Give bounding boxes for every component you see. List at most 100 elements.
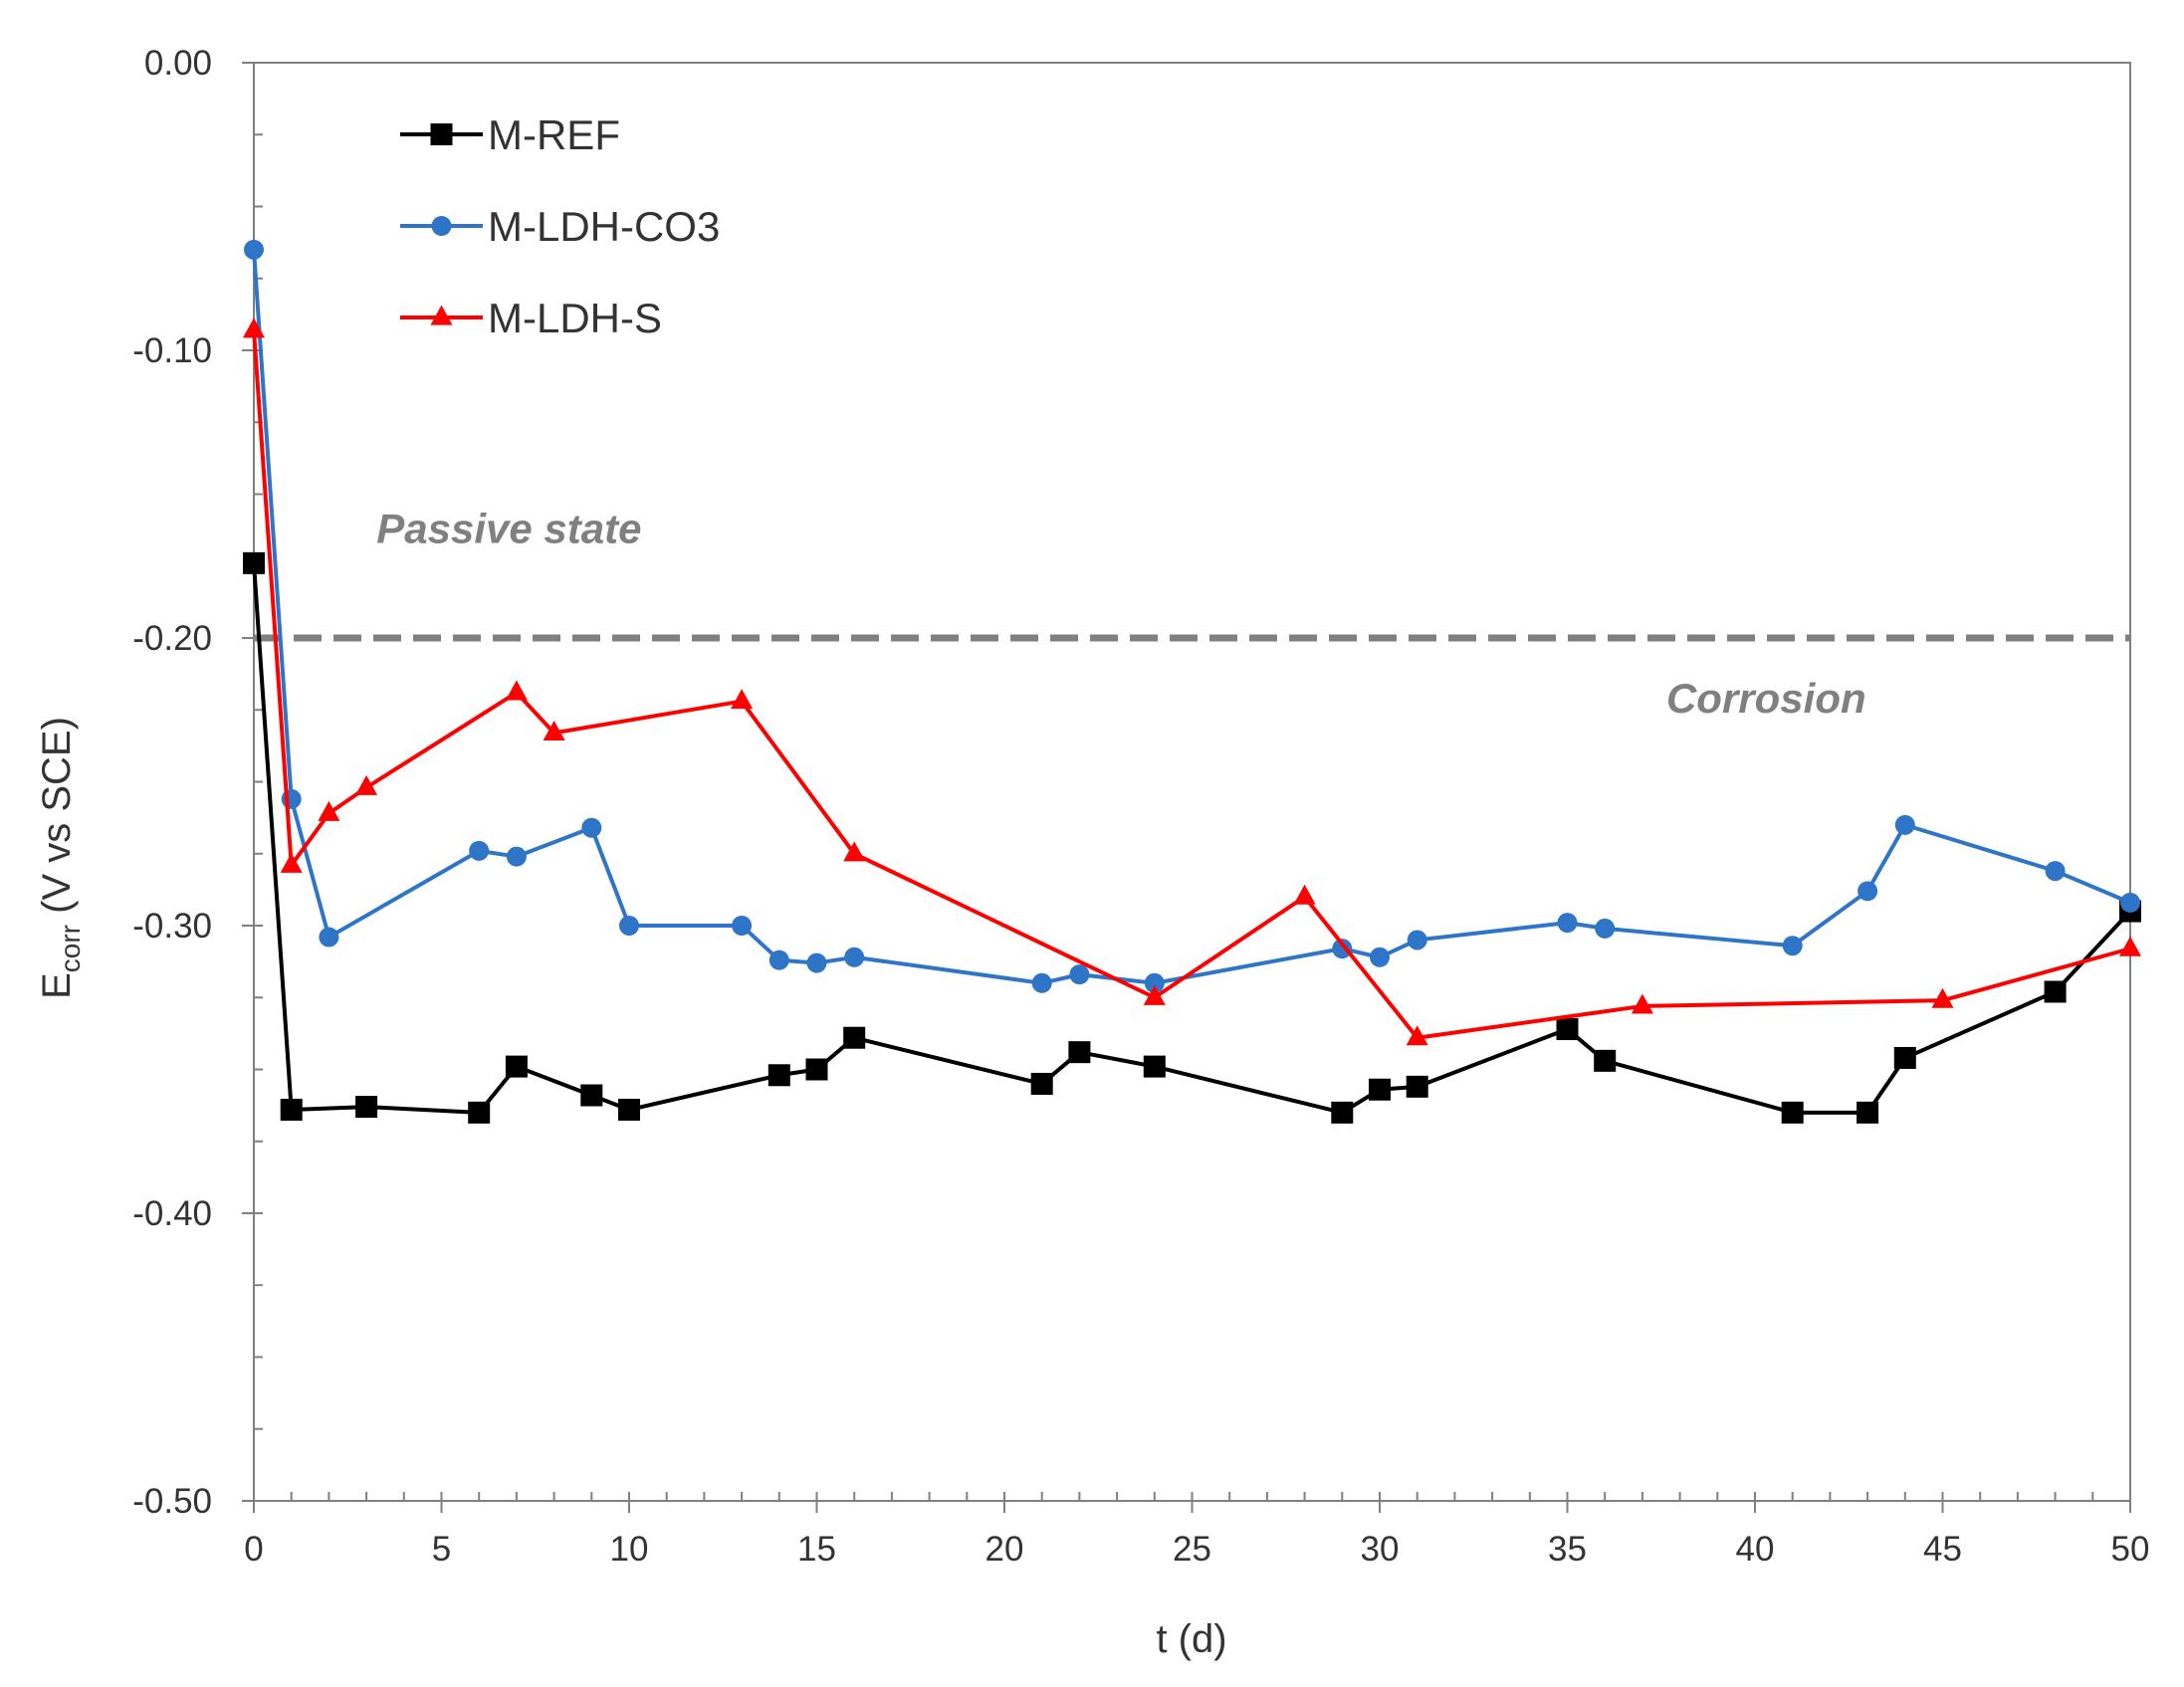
axes: 0 5 10 15 20 25 30 35 40 45 50 0.00 -0.10 -0.20 -0.30 -… [132,44,2149,1569]
data-point-m-ldh-co3 [1069,964,1090,985]
y-tick-label: 0.00 [144,44,212,83]
data-point-m-ref [1594,1049,1617,1072]
data-point-m-ref [1030,1072,1053,1095]
data-point-m-ref [1556,1018,1579,1041]
x-axis-title: t (d) [1156,1617,1226,1661]
x-tick-label: 15 [797,1530,836,1569]
data-point-m-ref [355,1096,378,1119]
data-point-m-ref [843,1026,866,1049]
legend-item-m-ldh-co3: M-LDH-CO3 [400,203,720,250]
x-tick-label: 50 [2111,1530,2150,1569]
data-point-m-ldh-co3 [244,239,264,260]
data-point-m-ldh-s [280,852,303,873]
series-m-ldh-s [243,317,2141,1046]
data-point-m-ldh-s [1931,987,1954,1008]
x-tick-label: 0 [244,1530,263,1569]
legend-marker [431,216,452,236]
data-point-m-ref [2044,980,2067,1003]
data-point-m-ref [767,1064,790,1087]
series-m-ref [243,551,2141,1124]
data-point-m-ref [580,1084,603,1107]
data-point-m-ldh-co3 [319,927,339,948]
data-point-m-ldh-co3 [844,947,865,967]
y-axis-title-units: (V vs SCE) [35,717,79,925]
x-tick-label: 20 [985,1530,1024,1569]
data-point-m-ldh-co3 [2045,861,2066,882]
data-point-m-ref [618,1098,640,1121]
annotation-passive-state: Passive state [376,506,641,552]
data-point-m-ldh-s [843,841,866,862]
data-point-m-ldh-co3 [581,817,602,838]
legend-item-m-ldh-s: M-LDH-S [400,295,662,341]
data-point-m-ldh-co3 [469,840,490,861]
data-point-m-ldh-co3 [732,916,753,936]
data-point-m-ldh-s [1143,984,1166,1005]
data-point-m-ref [243,551,265,574]
data-point-m-ldh-co3 [1332,939,1353,959]
data-point-m-ldh-s [505,680,528,701]
series-layer [243,239,2141,1124]
legend-marker [430,123,453,145]
x-tick-label: 5 [432,1530,451,1569]
legend-label: M-LDH-CO3 [488,203,720,250]
data-point-m-ldh-co3 [768,949,789,970]
data-point-m-ldh-co3 [1894,814,1915,835]
data-point-m-ldh-co3 [1031,972,1052,993]
y-tick-label: -0.50 [132,1482,212,1521]
y-tick-label: -0.40 [132,1194,212,1233]
data-point-m-ldh-co3 [1857,881,1878,902]
legend-marker [430,305,453,325]
x-tick-label: 35 [1548,1530,1587,1569]
data-point-m-ldh-co3 [1144,972,1165,993]
data-point-m-ldh-s [543,720,565,740]
legend-label: M-REF [488,111,620,158]
data-point-m-ldh-s [1631,993,1653,1014]
legend: M-REF M-LDH-CO3 M-LDH-S [400,111,720,341]
data-point-m-ref [805,1058,828,1081]
data-point-m-ldh-co3 [806,952,827,973]
legend-item-m-ref: M-REF [400,111,620,158]
series-line-m-ldh-s [252,329,2131,1040]
x-tick-label: 40 [1736,1530,1775,1569]
data-point-m-ref [1068,1041,1091,1064]
data-point-m-ref [1369,1078,1391,1101]
data-point-m-ldh-co3 [1595,918,1616,939]
x-tick-label: 25 [1173,1530,1211,1569]
data-point-m-ref [1143,1055,1166,1078]
data-point-m-ldh-co3 [1370,947,1390,967]
data-point-m-ref [1893,1046,1916,1069]
data-point-m-ldh-s [1406,1025,1428,1046]
data-point-m-ldh-s [1293,884,1316,905]
y-axis-title-main: E [35,972,79,999]
legend-label: M-LDH-S [488,295,662,341]
data-point-m-ldh-co3 [1557,913,1578,934]
y-axis-title: Ecorr (V vs SCE) [35,717,86,999]
data-point-m-ldh-co3 [619,916,639,936]
data-point-m-ldh-s [731,689,754,710]
data-point-m-ref [1331,1101,1354,1124]
data-point-m-ldh-s [2119,936,2141,956]
y-axis-title-subscript: corr [55,925,86,972]
data-point-m-ldh-s [243,317,265,338]
y-tick-label: -0.20 [132,619,212,658]
y-tick-label: -0.10 [132,331,212,370]
data-point-m-ldh-co3 [506,846,527,867]
annotation-layer: Passive state Corrosion [376,506,1865,723]
data-point-m-ref [1406,1075,1428,1098]
x-tick-label: 10 [610,1530,649,1569]
data-point-m-ref [1856,1101,1879,1124]
annotation-corrosion: Corrosion [1666,675,1866,722]
data-point-m-ldh-s [318,800,340,821]
data-point-m-ref [280,1098,303,1121]
x-tick-label: 30 [1361,1530,1400,1569]
y-tick-label: -0.30 [132,907,212,946]
data-point-m-ldh-co3 [2120,892,2140,913]
data-point-m-ref [505,1055,528,1078]
data-point-m-ref [1781,1101,1804,1124]
data-point-m-ref [468,1101,491,1124]
data-point-m-ldh-co3 [1782,936,1803,956]
data-point-m-ldh-co3 [1407,930,1427,950]
data-point-m-ldh-s [355,774,378,795]
